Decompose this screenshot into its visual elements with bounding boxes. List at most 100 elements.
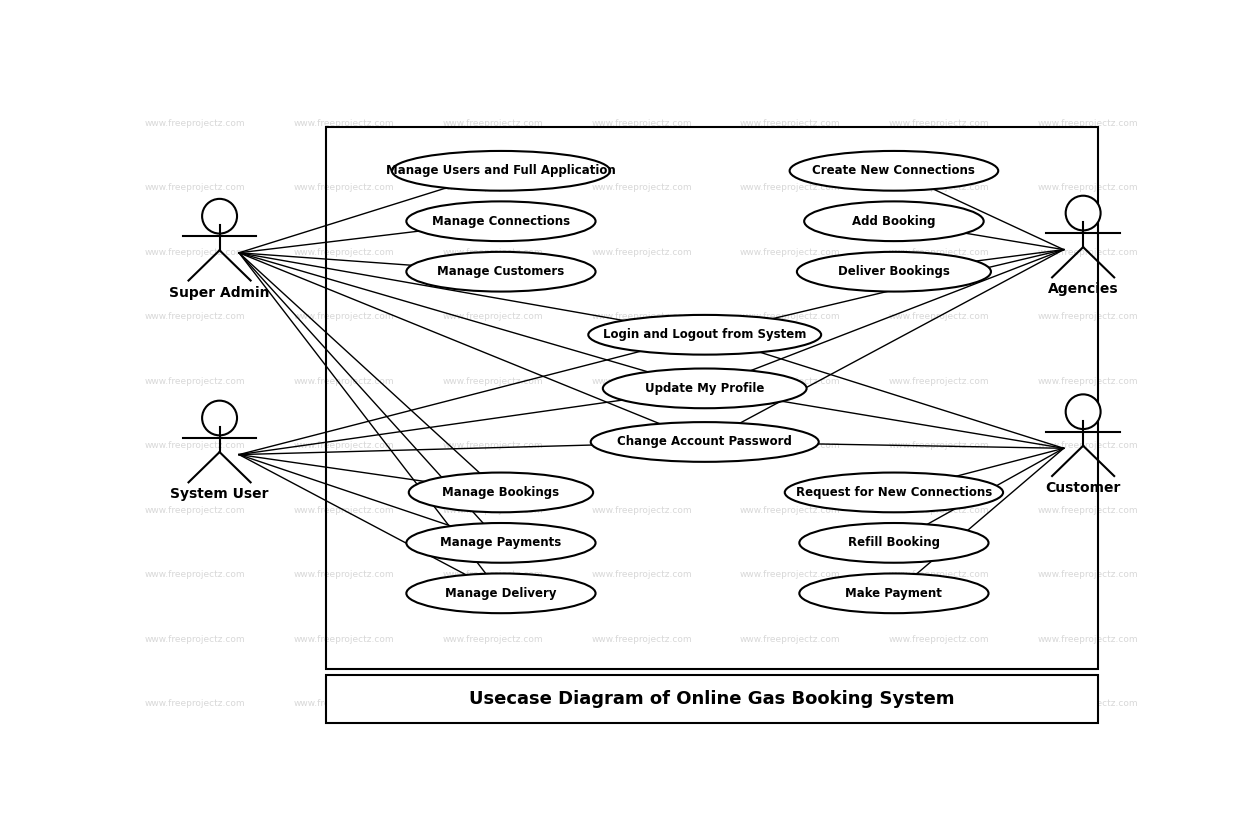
- Text: Refill Booking: Refill Booking: [848, 536, 940, 550]
- Text: www.freeprojectz.com: www.freeprojectz.com: [740, 699, 841, 708]
- Text: www.freeprojectz.com: www.freeprojectz.com: [740, 570, 841, 579]
- Text: www.freeprojectz.com: www.freeprojectz.com: [740, 506, 841, 515]
- Text: Manage Payments: Manage Payments: [441, 536, 562, 550]
- Text: Manage Users and Full Application: Manage Users and Full Application: [386, 165, 616, 177]
- Text: www.freeprojectz.com: www.freeprojectz.com: [591, 377, 692, 386]
- Text: www.freeprojectz.com: www.freeprojectz.com: [294, 377, 394, 386]
- Text: www.freeprojectz.com: www.freeprojectz.com: [145, 183, 245, 192]
- Ellipse shape: [796, 251, 992, 292]
- Text: Request for New Connections: Request for New Connections: [796, 486, 992, 499]
- Text: www.freeprojectz.com: www.freeprojectz.com: [294, 570, 394, 579]
- Ellipse shape: [407, 201, 596, 241]
- Text: www.freeprojectz.com: www.freeprojectz.com: [294, 441, 394, 450]
- Text: www.freeprojectz.com: www.freeprojectz.com: [1038, 570, 1138, 579]
- Text: Super Admin: Super Admin: [169, 286, 270, 300]
- Text: www.freeprojectz.com: www.freeprojectz.com: [1038, 699, 1138, 708]
- Ellipse shape: [790, 151, 998, 191]
- Text: Login and Logout from System: Login and Logout from System: [603, 328, 806, 342]
- Text: www.freeprojectz.com: www.freeprojectz.com: [889, 506, 989, 515]
- Ellipse shape: [407, 251, 596, 292]
- Text: www.freeprojectz.com: www.freeprojectz.com: [442, 506, 543, 515]
- Ellipse shape: [799, 573, 989, 613]
- Text: www.freeprojectz.com: www.freeprojectz.com: [294, 699, 394, 708]
- Text: www.freeprojectz.com: www.freeprojectz.com: [442, 183, 543, 192]
- Text: www.freeprojectz.com: www.freeprojectz.com: [145, 570, 245, 579]
- Text: www.freeprojectz.com: www.freeprojectz.com: [889, 377, 989, 386]
- Ellipse shape: [591, 422, 819, 462]
- Ellipse shape: [392, 151, 610, 191]
- Text: www.freeprojectz.com: www.freeprojectz.com: [1038, 183, 1138, 192]
- Text: www.freeprojectz.com: www.freeprojectz.com: [442, 377, 543, 386]
- Text: www.freeprojectz.com: www.freeprojectz.com: [889, 183, 989, 192]
- Text: www.freeprojectz.com: www.freeprojectz.com: [889, 635, 989, 644]
- Text: Manage Customers: Manage Customers: [437, 265, 565, 278]
- Text: www.freeprojectz.com: www.freeprojectz.com: [442, 248, 543, 257]
- Text: Change Account Password: Change Account Password: [617, 436, 793, 449]
- Text: www.freeprojectz.com: www.freeprojectz.com: [145, 506, 245, 515]
- Text: www.freeprojectz.com: www.freeprojectz.com: [294, 183, 394, 192]
- Text: Add Booking: Add Booking: [853, 215, 935, 228]
- Ellipse shape: [799, 523, 989, 563]
- Ellipse shape: [785, 473, 1003, 513]
- Ellipse shape: [407, 573, 596, 613]
- Text: www.freeprojectz.com: www.freeprojectz.com: [145, 312, 245, 321]
- Text: www.freeprojectz.com: www.freeprojectz.com: [889, 312, 989, 321]
- Text: www.freeprojectz.com: www.freeprojectz.com: [1038, 119, 1138, 128]
- Text: www.freeprojectz.com: www.freeprojectz.com: [1038, 635, 1138, 644]
- Text: www.freeprojectz.com: www.freeprojectz.com: [889, 248, 989, 257]
- Text: www.freeprojectz.com: www.freeprojectz.com: [1038, 248, 1138, 257]
- Text: www.freeprojectz.com: www.freeprojectz.com: [591, 699, 692, 708]
- Ellipse shape: [407, 523, 596, 563]
- Text: www.freeprojectz.com: www.freeprojectz.com: [145, 377, 245, 386]
- Text: www.freeprojectz.com: www.freeprojectz.com: [442, 699, 543, 708]
- Text: www.freeprojectz.com: www.freeprojectz.com: [145, 635, 245, 644]
- Text: Customer: Customer: [1045, 481, 1121, 495]
- Text: www.freeprojectz.com: www.freeprojectz.com: [740, 377, 841, 386]
- Text: Update My Profile: Update My Profile: [645, 382, 765, 395]
- Text: Usecase Diagram of Online Gas Booking System: Usecase Diagram of Online Gas Booking Sy…: [470, 690, 955, 708]
- Text: www.freeprojectz.com: www.freeprojectz.com: [294, 312, 394, 321]
- FancyBboxPatch shape: [327, 676, 1098, 722]
- Text: www.freeprojectz.com: www.freeprojectz.com: [1038, 506, 1138, 515]
- Text: www.freeprojectz.com: www.freeprojectz.com: [294, 119, 394, 128]
- Text: www.freeprojectz.com: www.freeprojectz.com: [591, 119, 692, 128]
- Text: Manage Bookings: Manage Bookings: [442, 486, 560, 499]
- Text: Make Payment: Make Payment: [845, 587, 943, 600]
- Text: Manage Delivery: Manage Delivery: [446, 587, 557, 600]
- Ellipse shape: [588, 314, 821, 355]
- Text: www.freeprojectz.com: www.freeprojectz.com: [889, 119, 989, 128]
- Text: www.freeprojectz.com: www.freeprojectz.com: [591, 183, 692, 192]
- Text: www.freeprojectz.com: www.freeprojectz.com: [889, 570, 989, 579]
- Ellipse shape: [202, 199, 237, 233]
- Text: www.freeprojectz.com: www.freeprojectz.com: [1038, 312, 1138, 321]
- Text: www.freeprojectz.com: www.freeprojectz.com: [591, 248, 692, 257]
- Text: www.freeprojectz.com: www.freeprojectz.com: [591, 506, 692, 515]
- Text: www.freeprojectz.com: www.freeprojectz.com: [294, 506, 394, 515]
- Text: www.freeprojectz.com: www.freeprojectz.com: [145, 119, 245, 128]
- Text: Deliver Bookings: Deliver Bookings: [838, 265, 950, 278]
- Text: www.freeprojectz.com: www.freeprojectz.com: [145, 699, 245, 708]
- Text: www.freeprojectz.com: www.freeprojectz.com: [740, 635, 841, 644]
- Text: www.freeprojectz.com: www.freeprojectz.com: [145, 248, 245, 257]
- Text: www.freeprojectz.com: www.freeprojectz.com: [294, 635, 394, 644]
- Text: www.freeprojectz.com: www.freeprojectz.com: [591, 570, 692, 579]
- Text: www.freeprojectz.com: www.freeprojectz.com: [145, 441, 245, 450]
- Ellipse shape: [408, 473, 593, 513]
- Text: www.freeprojectz.com: www.freeprojectz.com: [740, 248, 841, 257]
- Text: www.freeprojectz.com: www.freeprojectz.com: [591, 635, 692, 644]
- Text: www.freeprojectz.com: www.freeprojectz.com: [591, 441, 692, 450]
- Text: Agencies: Agencies: [1048, 283, 1118, 296]
- Text: www.freeprojectz.com: www.freeprojectz.com: [740, 312, 841, 321]
- Text: www.freeprojectz.com: www.freeprojectz.com: [591, 312, 692, 321]
- Ellipse shape: [804, 201, 984, 241]
- Text: www.freeprojectz.com: www.freeprojectz.com: [442, 635, 543, 644]
- Text: www.freeprojectz.com: www.freeprojectz.com: [1038, 441, 1138, 450]
- Text: Create New Connections: Create New Connections: [813, 165, 975, 177]
- Text: www.freeprojectz.com: www.freeprojectz.com: [294, 248, 394, 257]
- Text: www.freeprojectz.com: www.freeprojectz.com: [1038, 377, 1138, 386]
- Text: www.freeprojectz.com: www.freeprojectz.com: [442, 570, 543, 579]
- Text: www.freeprojectz.com: www.freeprojectz.com: [442, 312, 543, 321]
- Text: www.freeprojectz.com: www.freeprojectz.com: [889, 699, 989, 708]
- Text: www.freeprojectz.com: www.freeprojectz.com: [442, 119, 543, 128]
- Ellipse shape: [1065, 196, 1101, 230]
